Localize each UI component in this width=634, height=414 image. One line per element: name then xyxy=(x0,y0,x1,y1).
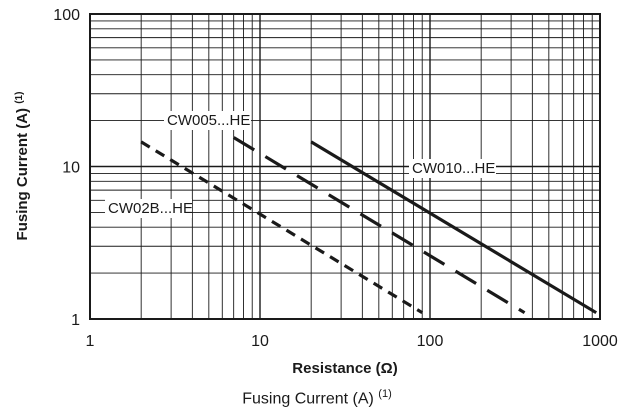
series-line-2 xyxy=(310,140,598,315)
figure-caption-footnote: (1) xyxy=(378,388,392,400)
y-tick-label: 100 xyxy=(53,7,80,24)
series-labels: CW02B...HE CW005...HE CW010...HE xyxy=(105,111,496,218)
y-tick-label: 10 xyxy=(62,160,80,177)
x-tick-label: 1 xyxy=(86,333,95,350)
series-label-1: CW005...HE xyxy=(167,112,250,129)
y-axis-title: Fusing Current (A) (1) xyxy=(14,92,32,241)
series-line-0 xyxy=(140,140,424,315)
x-axis-title: Resistance (Ω) xyxy=(292,360,397,377)
figure-caption: Fusing Current (A) (1) xyxy=(0,388,634,408)
x-tick-label: 1000 xyxy=(582,333,618,350)
fusing-current-chart: CW02B...HE CW005...HE CW010...HE 1 10 100 100… xyxy=(14,7,618,377)
series-label-background xyxy=(105,199,192,218)
x-tick-label: 100 xyxy=(417,333,444,350)
series-label-2: CW010...HE xyxy=(412,160,495,177)
chart-series xyxy=(140,136,598,315)
series-label-0: CW02B...HE xyxy=(108,200,193,217)
tick-labels: 1 10 100 1000 1 10 100 xyxy=(53,7,618,350)
y-tick-label: 1 xyxy=(71,312,80,329)
plot-frame xyxy=(89,13,601,320)
series-label-background xyxy=(164,111,251,130)
figure-caption-text: Fusing Current (A) xyxy=(242,390,379,408)
x-tick-label: 10 xyxy=(251,333,269,350)
chart-grid xyxy=(90,14,600,319)
series-label-background xyxy=(409,159,496,178)
series-line-1 xyxy=(232,136,526,315)
